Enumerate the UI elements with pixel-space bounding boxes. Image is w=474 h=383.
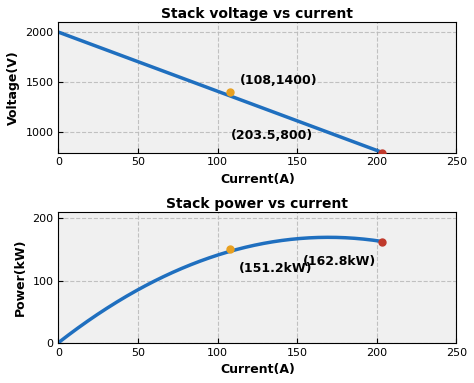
Text: (162.8kW): (162.8kW) xyxy=(303,255,376,268)
Y-axis label: Voltage(V): Voltage(V) xyxy=(7,50,20,125)
Title: Stack voltage vs current: Stack voltage vs current xyxy=(162,7,354,21)
Y-axis label: Power(kW): Power(kW) xyxy=(14,239,27,316)
Title: Stack power vs current: Stack power vs current xyxy=(166,197,348,211)
Text: (203.5,800): (203.5,800) xyxy=(231,129,313,142)
Text: (108,1400): (108,1400) xyxy=(240,74,318,87)
X-axis label: Current(A): Current(A) xyxy=(220,363,295,376)
X-axis label: Current(A): Current(A) xyxy=(220,173,295,186)
Text: (151.2kW): (151.2kW) xyxy=(238,262,312,275)
